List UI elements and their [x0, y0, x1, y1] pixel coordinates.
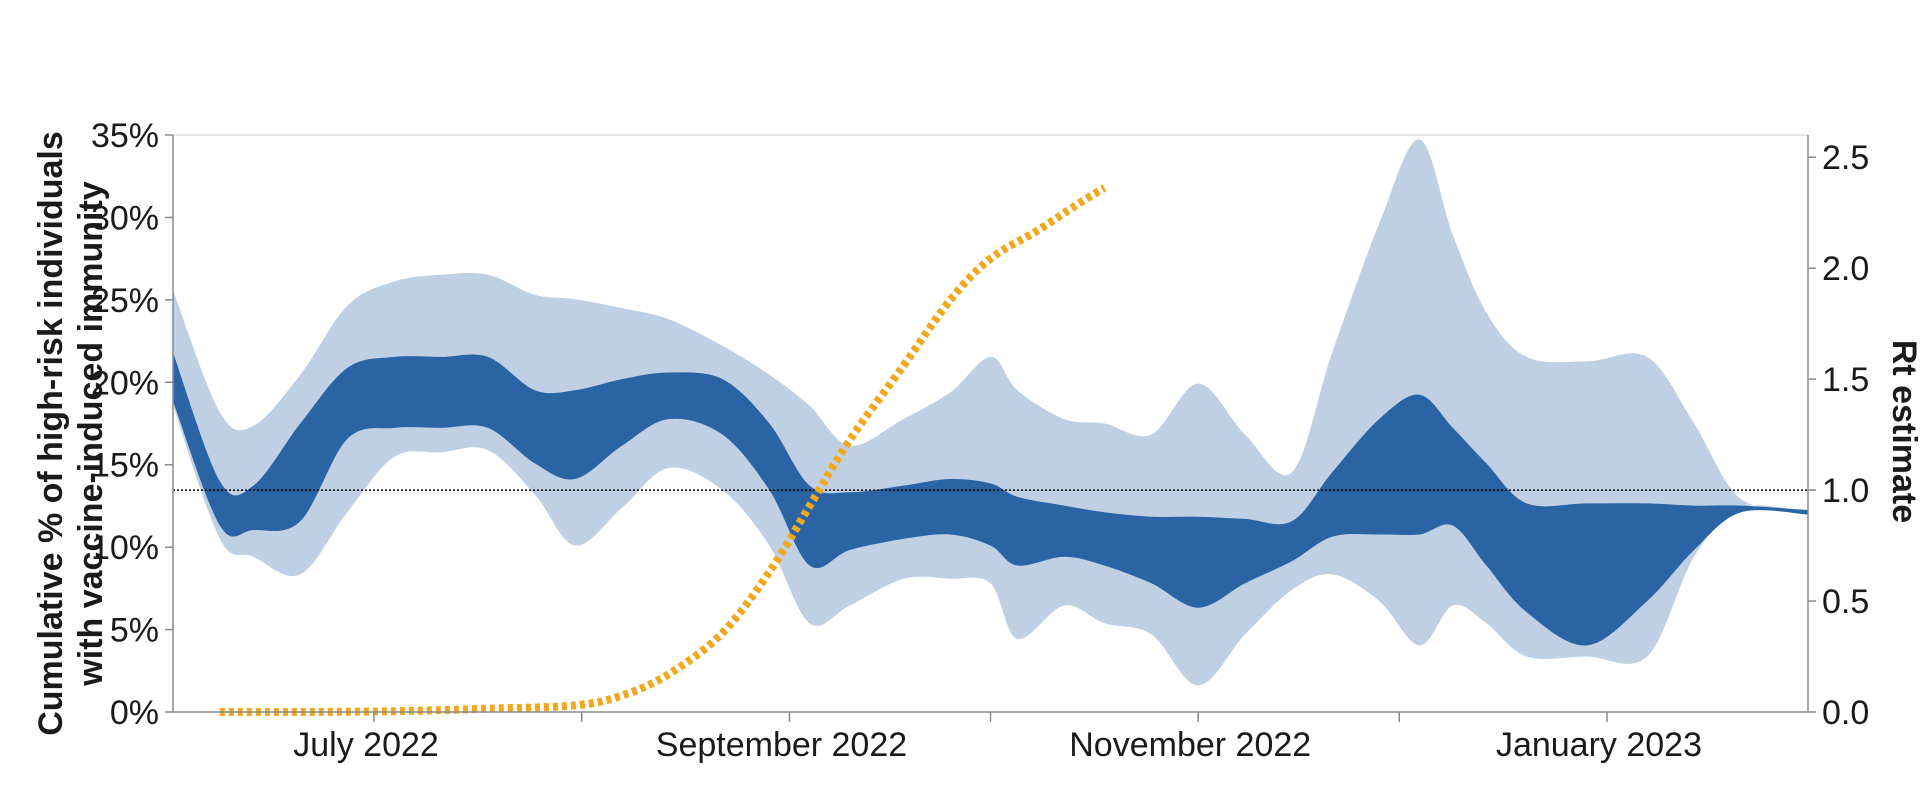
axis-ticks: 0% 5% 10% 15% 20% 25% 30% 35% 0.0 0.5 1.0 1.5 2.0 2.5…: [91, 117, 1869, 764]
axis-titles: Cumulative % of high-risk individualswit…: [32, 131, 1920, 736]
y-right-tick-label: 1.5: [1822, 361, 1869, 399]
chart-bands: [173, 139, 1808, 686]
y-right-tick-label: 0.5: [1822, 583, 1869, 621]
y-right-axis-title: Rt estimate: [1885, 340, 1920, 523]
y-left-tick-label: 10%: [91, 529, 159, 567]
y-right-tick-label: 2.0: [1822, 250, 1869, 288]
x-tick-label: September 2022: [656, 726, 907, 764]
y-left-tick-label: 25%: [91, 282, 159, 320]
rt-inner-band: [173, 352, 1808, 646]
y-left-axis-title-line: with vaccine-induced immunity: [72, 181, 110, 687]
y-left-tick-label: 15%: [91, 447, 159, 485]
y-left-tick-label: 35%: [91, 117, 159, 155]
y-left-tick-label: 20%: [91, 364, 159, 402]
x-tick-label: July 2022: [293, 726, 439, 764]
chart-lines: [173, 184, 1808, 717]
y-left-axis-title: Cumulative % of high-risk individualswit…: [32, 131, 110, 736]
y-right-tick-label: 0.0: [1822, 694, 1869, 732]
x-tick-label: January 2023: [1496, 726, 1702, 764]
y-left-tick-label: 5%: [110, 612, 159, 650]
vaccine-immunity-line: [219, 184, 1107, 717]
y-right-tick-label: 1.0: [1822, 472, 1869, 510]
y-left-axis-title-line: Cumulative % of high-risk individuals: [32, 131, 70, 736]
y-right-tick-label: 2.5: [1822, 139, 1869, 177]
x-tick-label: November 2022: [1069, 726, 1311, 764]
y-left-tick-label: 30%: [91, 199, 159, 237]
y-left-tick-label: 0%: [110, 694, 159, 732]
rt-outer-band: [173, 139, 1808, 686]
